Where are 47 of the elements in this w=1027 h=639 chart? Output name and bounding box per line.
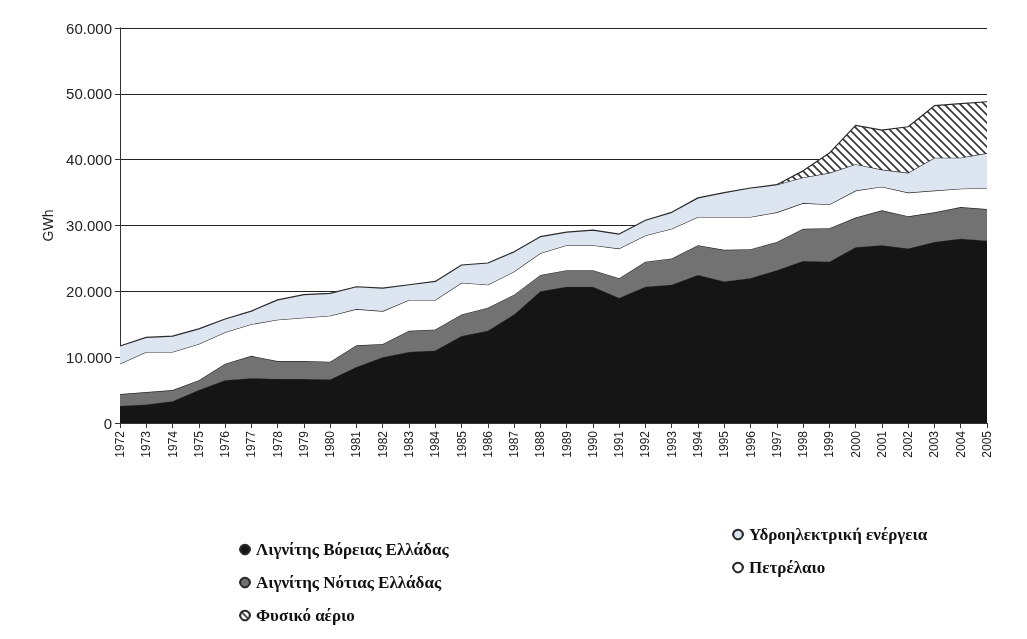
- x-tick-label: 1989: [559, 430, 574, 458]
- x-tick-label: 1993: [664, 430, 679, 458]
- x-tick-label: 1998: [796, 430, 811, 458]
- y-tick-label: 30.000: [66, 217, 112, 234]
- x-tick-label: 1995: [717, 430, 732, 458]
- x-tick-label: 2005: [980, 430, 994, 458]
- x-tick-label: 1984: [428, 430, 443, 458]
- x-tick-label: 1990: [585, 430, 600, 458]
- legend-label: Υδροηλεκτρική ενέργεια: [749, 525, 928, 544]
- x-tick-label: 1975: [191, 430, 206, 458]
- x-tick-label: 1996: [743, 430, 758, 458]
- x-tick-label: 1977: [244, 430, 259, 458]
- x-tick-label: 2003: [927, 430, 942, 458]
- x-tick-label: 1978: [270, 430, 285, 458]
- x-tick-label: 1986: [480, 430, 495, 458]
- x-tick-label: 1974: [165, 430, 180, 458]
- x-tick-label: 1983: [402, 430, 416, 458]
- x-tick-label: 1972: [113, 430, 127, 458]
- x-tick-label: 1987: [507, 430, 522, 458]
- legend-label: Πετρέλαιο: [749, 558, 826, 577]
- y-tick-label: 40.000: [66, 151, 112, 169]
- x-tick-label: 1982: [375, 430, 390, 458]
- x-tick-label: 1981: [349, 430, 364, 458]
- y-tick-label: 20.000: [66, 282, 112, 300]
- x-tick-label: 2002: [901, 430, 916, 458]
- x-tick-label: 1994: [691, 430, 705, 458]
- y-axis-title: GWh: [40, 209, 57, 242]
- x-tick-label: 2004: [953, 430, 968, 458]
- x-tick-label: 1976: [218, 430, 233, 458]
- x-tick-label: 1985: [454, 430, 469, 458]
- x-tick-label: 1979: [296, 430, 311, 458]
- y-tick-label: 50.000: [66, 85, 112, 103]
- x-tick-label: 1980: [323, 430, 338, 458]
- x-tick-label: 1973: [139, 430, 154, 458]
- y-tick-label: 0: [103, 414, 112, 432]
- x-tick-label: 1999: [822, 430, 837, 458]
- x-tick-label: 1992: [638, 430, 653, 458]
- y-tick-label: 10.000: [66, 348, 112, 366]
- legend-label: Αιγνίτης Νότιας Ελλάδας: [256, 573, 442, 592]
- x-tick-label: 1997: [769, 430, 784, 458]
- y-tick-label: 60.000: [66, 19, 112, 37]
- legend-label: Λιγνίτης Βόρειας Ελλάδας: [256, 540, 450, 559]
- x-tick-label: 1991: [612, 430, 627, 458]
- x-tick-label: 2000: [848, 430, 863, 458]
- x-tick-label: 1988: [533, 430, 548, 458]
- legend-label: Φυσικό αέριο: [256, 606, 355, 625]
- x-tick-label: 2001: [874, 430, 889, 458]
